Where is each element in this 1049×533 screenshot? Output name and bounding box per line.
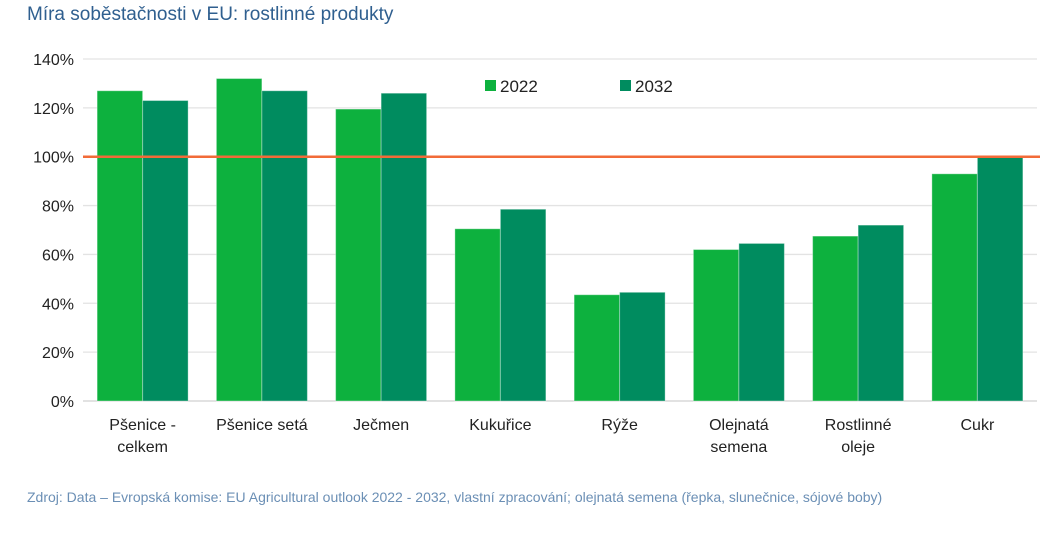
- x-tick-label: celkem: [117, 439, 168, 456]
- y-tick-label: 80%: [42, 199, 74, 216]
- bar-2032: [738, 242, 785, 402]
- x-tick-label: semena: [710, 439, 767, 456]
- x-tick-label: Rostlinné: [825, 417, 892, 434]
- bar-2032: [499, 208, 547, 402]
- x-tick-label: Rýže: [601, 417, 638, 434]
- bar-2022: [215, 78, 263, 402]
- x-tick-label: Pšenice setá: [216, 417, 308, 434]
- y-tick-label: 140%: [33, 52, 74, 69]
- x-tick-label: oleje: [841, 439, 875, 456]
- chart-title: Míra soběstačnosti v EU: rostlinné produ…: [27, 4, 394, 25]
- y-tick-label: 120%: [33, 101, 74, 118]
- bar-2022: [692, 249, 740, 402]
- bar-2022: [812, 235, 859, 402]
- bar-2022: [573, 294, 621, 402]
- y-tick-label: 40%: [42, 296, 74, 313]
- legend-label-2022: 2022: [500, 77, 538, 96]
- bar-2032: [261, 90, 308, 402]
- y-tick-label: 20%: [42, 345, 74, 362]
- source-note: Zdroj: Data – Evropská komise: EU Agricu…: [27, 489, 883, 505]
- bar-2032: [380, 92, 428, 402]
- bar-2022: [931, 173, 978, 402]
- x-tick-label: Kukuřice: [469, 417, 531, 434]
- x-tick-label: Pšenice -: [109, 417, 176, 434]
- y-tick-label: 100%: [33, 150, 74, 167]
- y-tick-label: 60%: [42, 247, 74, 264]
- legend-swatch-2032: [620, 80, 631, 91]
- x-tick-label: Cukr: [960, 417, 994, 434]
- x-tick-label: Ječmen: [353, 417, 409, 434]
- legend-label-2032: 2032: [635, 77, 673, 96]
- legend-swatch-2022: [485, 80, 496, 91]
- bar-2032: [857, 224, 905, 402]
- x-tick-label: Olejnatá: [709, 417, 769, 434]
- bar-2022: [96, 90, 144, 402]
- y-tick-label: 0%: [51, 394, 74, 411]
- bar-2032: [142, 100, 189, 402]
- bar-2032: [619, 291, 666, 402]
- bar-2032: [976, 156, 1024, 402]
- bar-2022: [335, 108, 382, 402]
- bar-2022: [454, 228, 501, 402]
